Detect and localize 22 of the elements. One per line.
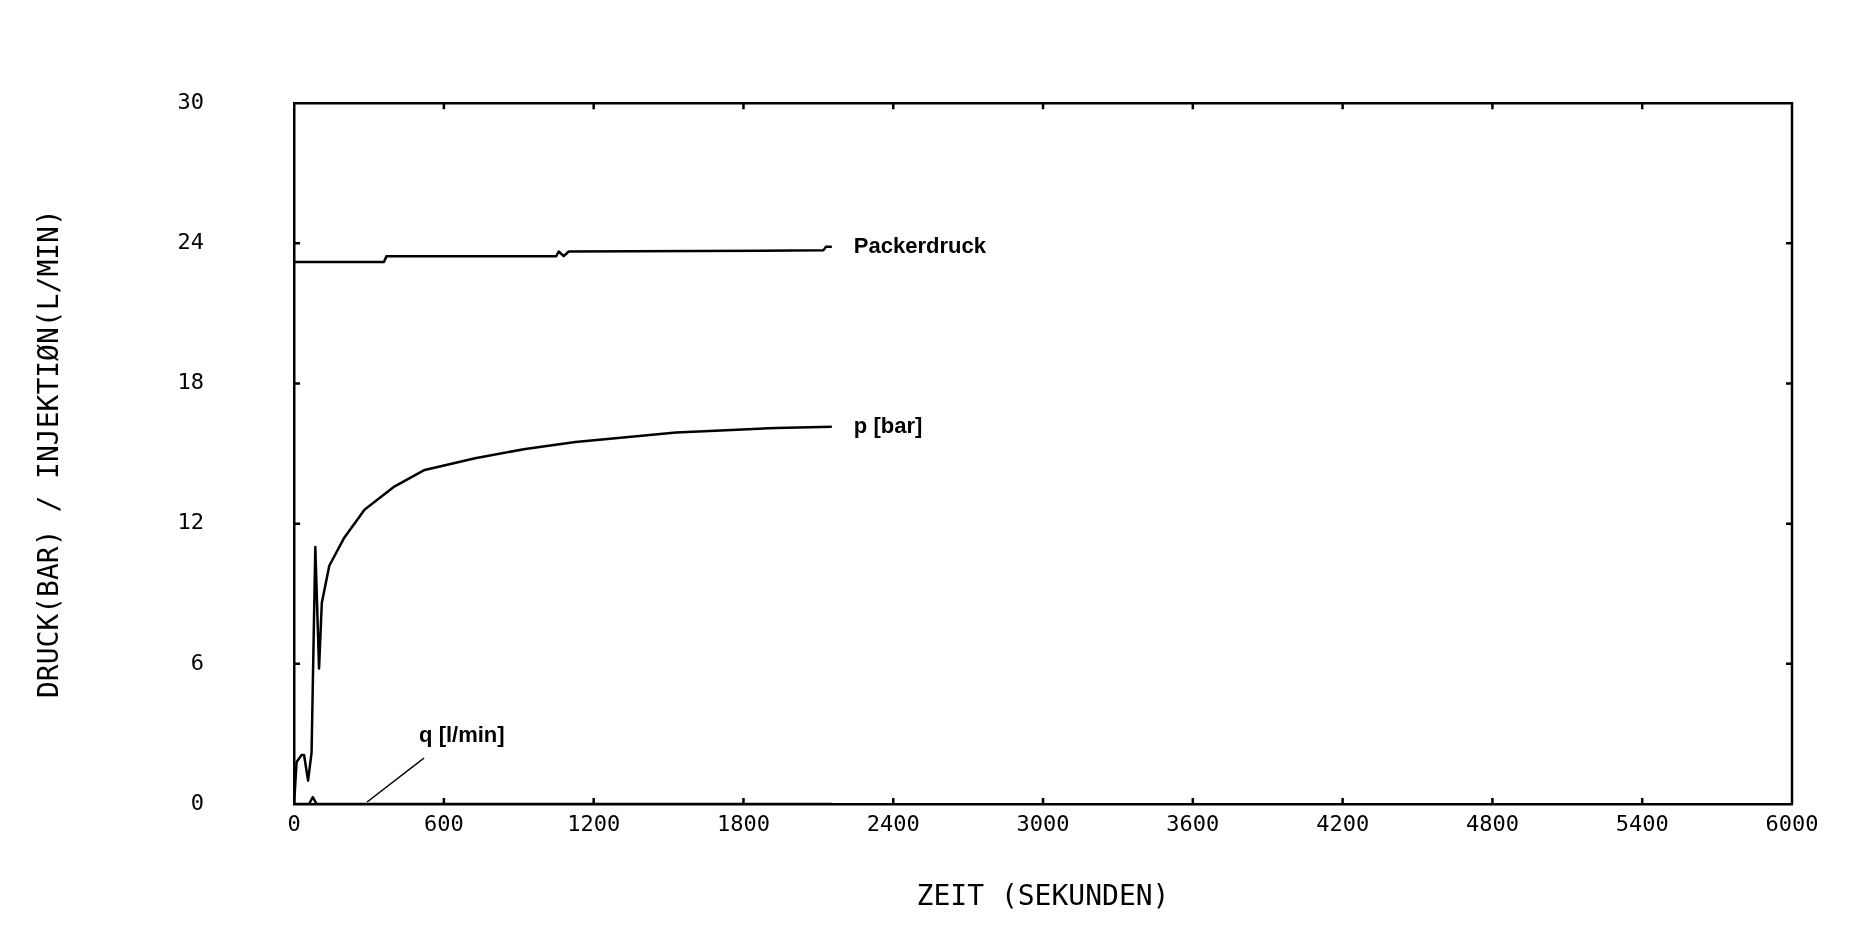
x-tick-label: 2400 bbox=[866, 810, 920, 836]
y-tick-label: 18 bbox=[177, 369, 205, 395]
y-tick-label: 24 bbox=[177, 229, 205, 255]
text: q [l/min] bbox=[419, 722, 505, 748]
y-tick-label: 12 bbox=[177, 509, 205, 535]
x-tick-label: 4200 bbox=[1316, 810, 1370, 836]
series-label: Packerdruck bbox=[853, 232, 987, 258]
y-tick-label: 0 bbox=[190, 789, 205, 815]
x-tick-label: 3600 bbox=[1166, 810, 1220, 836]
y-tick-label: 30 bbox=[177, 88, 205, 114]
x-tick-label: 3000 bbox=[1016, 810, 1070, 836]
y-tick-label: 6 bbox=[190, 649, 205, 675]
x-axis-title: ZEIT (SEKUNDEN) bbox=[916, 879, 1170, 913]
x-tick-label: 1800 bbox=[716, 810, 770, 836]
x-tick-label: 5400 bbox=[1615, 810, 1669, 836]
x-tick-label: 6000 bbox=[1765, 810, 1819, 836]
x-tick-label: 4800 bbox=[1465, 810, 1519, 836]
series-label: p [bar] bbox=[853, 412, 923, 438]
x-tick-label: 600 bbox=[424, 810, 464, 836]
x-tick-label: 0 bbox=[287, 810, 301, 836]
x-tick-label: 1200 bbox=[567, 810, 621, 836]
y-axis-title: DRUCK(BAR) / INJEKTIØN(L/MIN) bbox=[32, 209, 66, 699]
